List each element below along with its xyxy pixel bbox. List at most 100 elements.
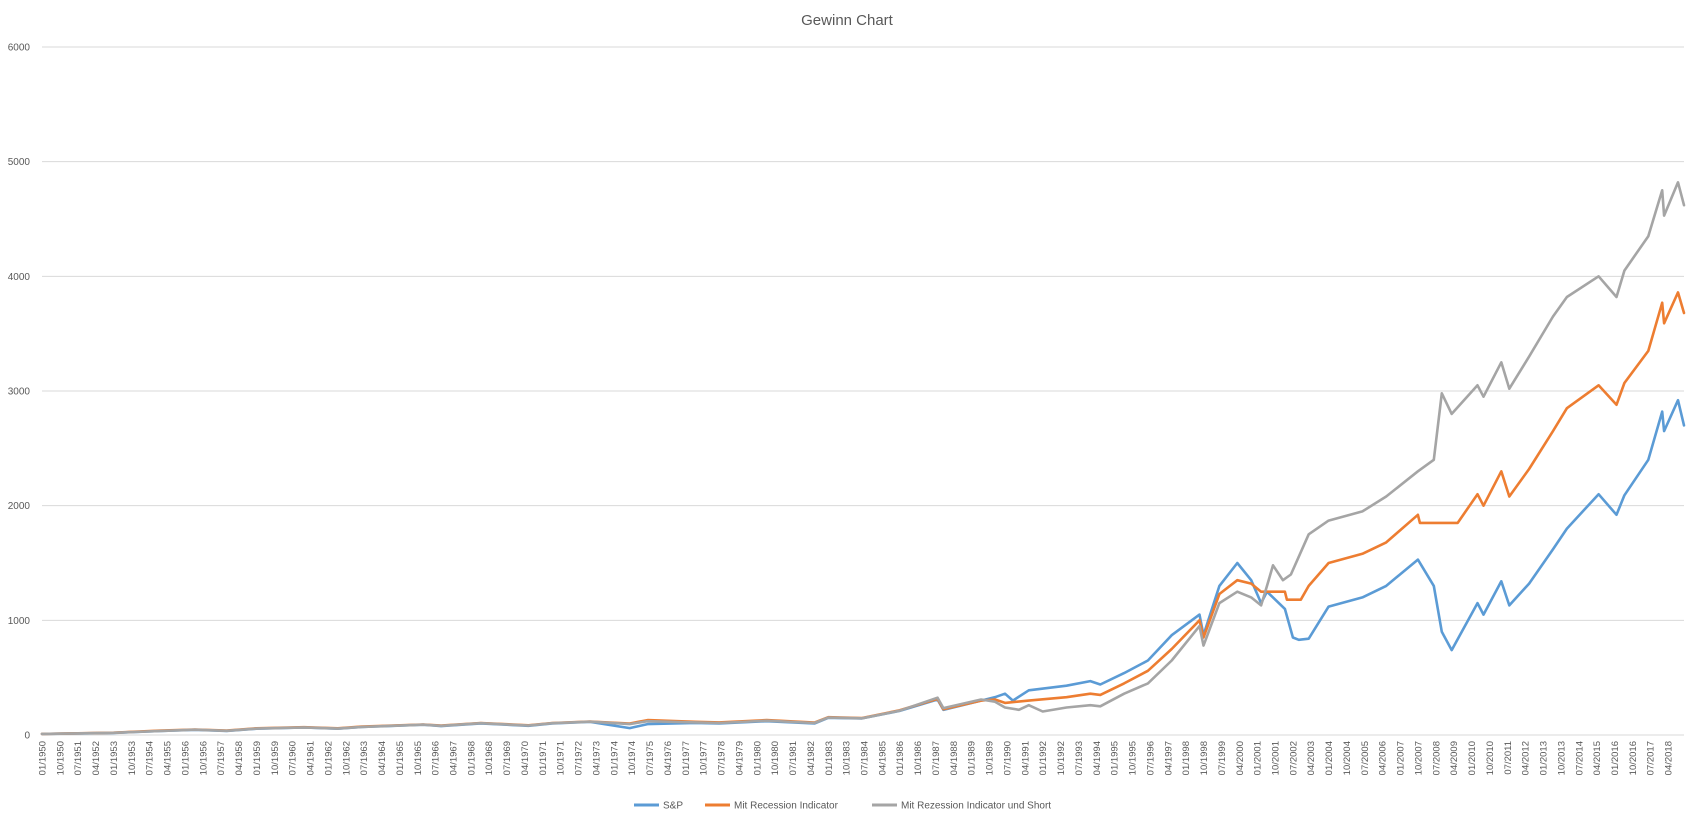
x-tick-label: 04/1982: [806, 741, 817, 775]
x-tick-label: 07/1984: [860, 741, 871, 775]
x-tick-label: 10/2007: [1413, 741, 1424, 775]
x-tick-label: 07/1978: [717, 741, 728, 775]
x-tick-label: 01/1995: [1110, 741, 1121, 775]
x-tick-label: 04/2003: [1306, 741, 1317, 775]
x-tick-label: 10/1983: [842, 741, 853, 775]
legend-label: S&P: [663, 801, 683, 812]
x-tick-label: 04/1985: [877, 741, 888, 775]
x-tick-label: 10/1989: [985, 741, 996, 775]
x-tick-label: 01/2010: [1467, 741, 1478, 775]
x-tick-label: 04/2012: [1521, 741, 1532, 775]
y-tick-label: 0: [24, 731, 30, 742]
x-tick-label: 01/2004: [1324, 741, 1335, 775]
x-tick-label: 04/1967: [449, 741, 460, 775]
x-tick-label: 07/1951: [73, 741, 84, 775]
x-tick-label: 10/1974: [627, 741, 638, 775]
x-tick-label: 04/1973: [592, 741, 603, 775]
x-tick-label: 10/1956: [198, 741, 209, 775]
chart-title: Gewinn Chart: [801, 12, 894, 29]
x-tick-label: 10/1995: [1128, 741, 1139, 775]
x-tick-label: 10/1986: [913, 741, 924, 775]
x-tick-label: 04/1964: [377, 741, 388, 775]
x-tick-label: 01/1953: [109, 741, 120, 775]
y-tick-label: 1000: [8, 616, 31, 627]
x-tick-label: 04/2006: [1378, 741, 1389, 775]
x-tick-label: 04/1961: [306, 741, 317, 775]
x-tick-label: 01/1998: [1181, 741, 1192, 775]
x-tick-label: 07/2014: [1574, 741, 1585, 775]
x-tick-label: 01/1968: [466, 741, 477, 775]
x-tick-label: 07/1996: [1145, 741, 1156, 775]
x-tick-label: 01/1992: [1038, 741, 1049, 775]
x-tick-label: 07/2008: [1431, 741, 1442, 775]
x-tick-label: 07/2002: [1288, 741, 1299, 775]
x-tick-label: 07/2005: [1360, 741, 1371, 775]
x-tick-label: 01/1980: [752, 741, 763, 775]
x-tick-label: 07/1972: [574, 741, 585, 775]
x-tick-label: 07/1966: [431, 741, 442, 775]
series-line-1: [40, 398, 1686, 736]
x-tick-label: 01/1977: [681, 741, 692, 775]
gridlines: [42, 46, 1684, 736]
x-tick-label: 01/2013: [1539, 741, 1550, 775]
x-tick-label: 01/1965: [395, 741, 406, 775]
legend-label: Mit Rezession Indicator und Short: [901, 801, 1051, 812]
x-tick-label: 01/1956: [181, 741, 192, 775]
series-lines: [40, 181, 1686, 736]
x-tick-label: 07/1957: [216, 741, 227, 775]
x-tick-label: 04/1994: [1092, 741, 1103, 775]
x-tick-label: 07/1993: [1074, 741, 1085, 775]
x-tick-label: 01/1959: [252, 741, 263, 775]
x-tick-label: 04/1955: [163, 741, 174, 775]
x-tick-label: 07/1999: [1217, 741, 1228, 775]
y-tick-label: 4000: [8, 272, 31, 283]
x-tick-label: 10/2001: [1271, 741, 1282, 775]
x-tick-label: 10/1980: [770, 741, 781, 775]
x-tick-label: 07/1954: [145, 741, 156, 775]
x-tick-label: 04/2018: [1664, 741, 1675, 775]
y-tick-label: 5000: [8, 157, 31, 168]
x-tick-label: 10/2016: [1628, 741, 1639, 775]
x-tick-label: 10/2013: [1556, 741, 1567, 775]
x-tick-label: 10/1962: [341, 741, 352, 775]
x-tick-label: 10/1959: [270, 741, 281, 775]
x-tick-label: 04/1958: [234, 741, 245, 775]
x-tick-label: 04/1952: [91, 741, 102, 775]
x-tick-label: 10/2010: [1485, 741, 1496, 775]
x-tick-label: 01/1950: [38, 741, 49, 775]
x-tick-label: 07/1969: [502, 741, 513, 775]
x-tick-label: 01/1962: [323, 741, 334, 775]
x-tick-label: 04/1991: [1020, 741, 1031, 775]
x-tick-label: 01/1983: [824, 741, 835, 775]
y-tick-label: 3000: [8, 387, 31, 398]
x-tick-label: 07/1963: [359, 741, 370, 775]
x-tick-label: 10/1992: [1056, 741, 1067, 775]
x-tick-label: 07/1987: [931, 741, 942, 775]
legend-label: Mit Recession Indicator: [734, 801, 839, 812]
series-line-3: [40, 181, 1686, 736]
x-tick-label: 10/1998: [1199, 741, 1210, 775]
x-tick-label: 04/1979: [734, 741, 745, 775]
series-line-2: [40, 291, 1686, 736]
legend: S&P Mit Recession Indicator Mit Rezession …: [634, 801, 1051, 812]
x-tick-label: 04/1970: [520, 741, 531, 775]
x-tick-label: 10/1971: [556, 741, 567, 775]
x-tick-label: 01/2001: [1253, 741, 1264, 775]
y-tick-label: 6000: [8, 43, 31, 54]
x-tick-label: 04/1976: [663, 741, 674, 775]
x-tick-label: 07/1975: [645, 741, 656, 775]
x-tick-label: 01/2007: [1396, 741, 1407, 775]
x-tick-label: 10/1968: [484, 741, 495, 775]
x-tick-label: 04/2009: [1449, 741, 1460, 775]
y-axis-ticks: 0 1000 2000 3000 4000 5000 6000: [8, 43, 31, 742]
x-tick-label: 01/1971: [538, 741, 549, 775]
y-tick-label: 2000: [8, 501, 31, 512]
x-tick-label: 10/1953: [127, 741, 138, 775]
x-tick-label: 07/1990: [1002, 741, 1013, 775]
x-tick-label: 04/2015: [1592, 741, 1603, 775]
x-tick-label: 10/1977: [699, 741, 710, 775]
x-tick-label: 10/1950: [55, 741, 66, 775]
x-tick-label: 04/1988: [949, 741, 960, 775]
x-tick-label: 07/1981: [788, 741, 799, 775]
